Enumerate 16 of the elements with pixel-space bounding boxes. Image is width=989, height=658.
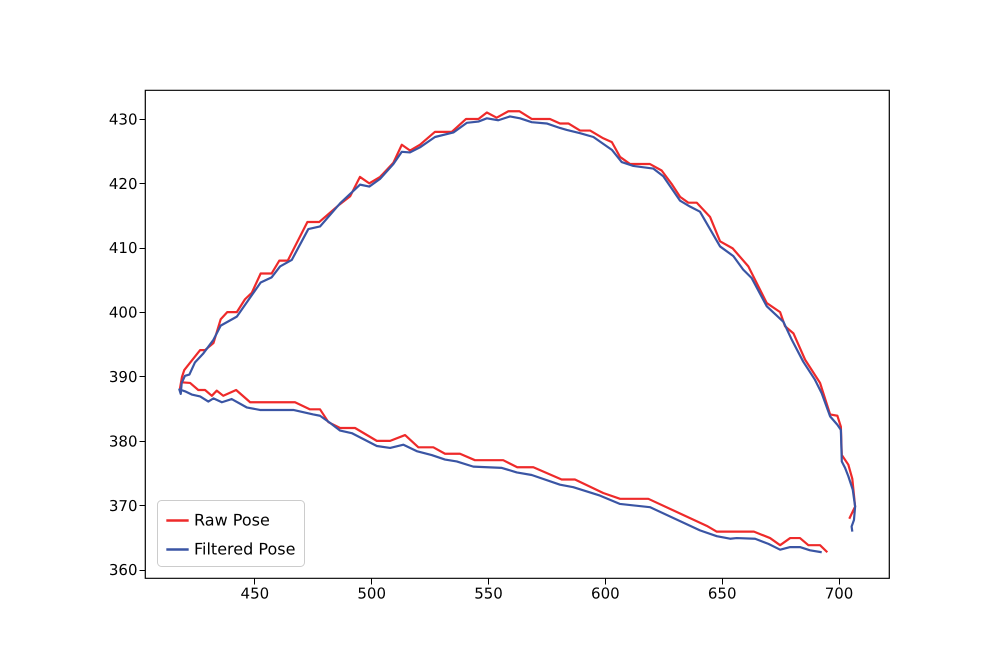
x-tick-label: 650 xyxy=(708,584,737,602)
y-tick-label: 380 xyxy=(108,432,138,450)
legend-label: Raw Pose xyxy=(194,510,270,530)
y-tick-label: 370 xyxy=(108,496,138,515)
y-tick-label: 410 xyxy=(108,239,138,258)
y-tick-label: 390 xyxy=(108,368,138,386)
x-tick-label: 550 xyxy=(474,584,503,602)
legend-label: Filtered Pose xyxy=(194,540,296,558)
x-tick-label: 700 xyxy=(824,584,854,602)
y-tick-label: 420 xyxy=(108,174,138,193)
x-tick-label: 500 xyxy=(357,584,386,602)
y-tick-label: 430 xyxy=(108,110,138,128)
y-tick-label: 400 xyxy=(108,304,138,322)
y-tick-label: 360 xyxy=(108,561,138,580)
x-tick-label: 450 xyxy=(240,584,270,602)
x-tick-label: 600 xyxy=(591,584,620,602)
